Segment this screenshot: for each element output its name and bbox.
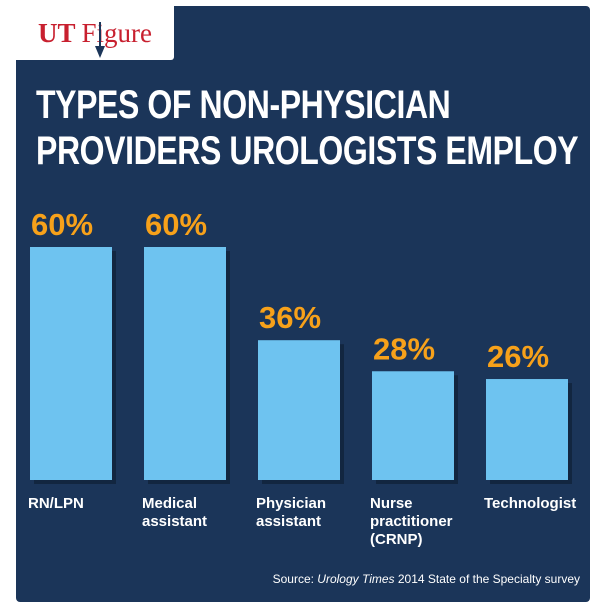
category-label-line: Nurse <box>370 495 413 512</box>
brand-ut: UT <box>38 18 76 48</box>
category-label-line: practitioner <box>370 513 453 530</box>
category-label-line: Medical <box>142 495 197 512</box>
source-publication: Urology Times <box>317 572 395 586</box>
category-label-5: Technologist <box>484 495 576 512</box>
category-label-3: Physician assistant <box>256 495 326 530</box>
category-label-4: Nurse practitioner (CRNP) <box>370 495 453 548</box>
value-label-5: 26% <box>487 339 549 374</box>
value-label-4: 28% <box>373 331 435 366</box>
brand-tab: UT Figure <box>16 6 174 60</box>
bar-5 <box>486 379 568 480</box>
bar-2 <box>144 247 226 480</box>
value-label-3: 36% <box>259 300 321 335</box>
category-label-line: Physician <box>256 495 326 512</box>
bar-4 <box>372 371 454 480</box>
category-label-line: (CRNP) <box>370 531 423 548</box>
bar-1 <box>30 247 112 480</box>
value-label-1: 60% <box>31 207 93 242</box>
category-label-line: assistant <box>256 513 321 530</box>
brand-arrow-icon <box>95 46 105 58</box>
source-note: Source: Urology Times 2014 State of the … <box>273 571 580 587</box>
bar-3 <box>258 340 340 480</box>
brand-divider <box>99 22 101 48</box>
category-label-2: Medical assistant <box>142 495 207 530</box>
brand-logo: UT Figure <box>38 18 153 58</box>
source-prefix: Source: <box>272 572 318 586</box>
brand-figure: Figure <box>81 18 153 48</box>
category-label-1: RN/LPN <box>28 495 84 512</box>
category-label-line: Technologist <box>484 495 576 512</box>
value-label-2: 60% <box>145 207 207 242</box>
category-label-line: assistant <box>142 513 207 530</box>
source-suffix: 2014 State of the Specialty survey <box>394 572 580 586</box>
chart-title-line-1: TYPES OF NON-PHYSICIAN <box>36 83 451 127</box>
category-label-line: RN/LPN <box>28 495 84 512</box>
